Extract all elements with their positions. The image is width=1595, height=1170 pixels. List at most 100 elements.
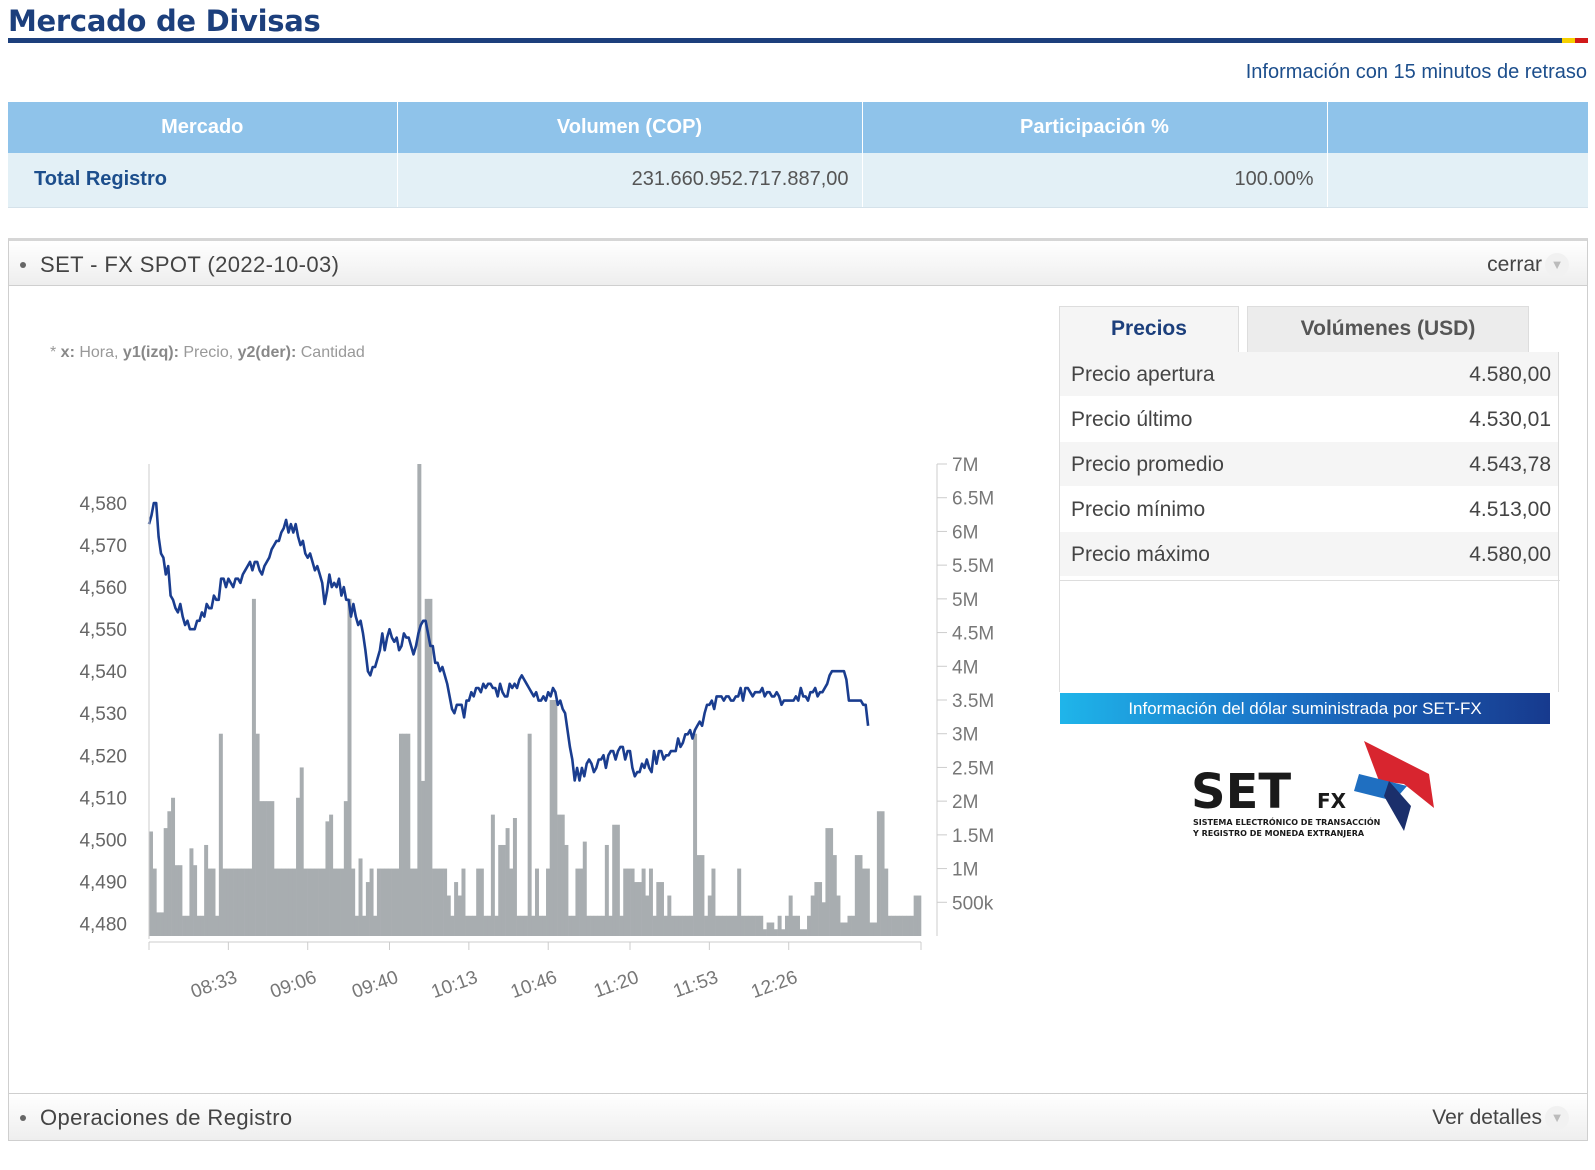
x-tick-label: 10:13	[429, 967, 481, 1003]
volume-bar	[512, 818, 517, 936]
volume-bar	[898, 915, 903, 936]
volume-bar	[387, 868, 392, 936]
price-value: 4.580,00	[1469, 543, 1551, 566]
volume-bar	[329, 814, 334, 936]
volume-bar	[527, 733, 532, 936]
volume-bar	[604, 844, 609, 936]
volume-bar	[568, 915, 573, 936]
chevron-down-icon[interactable]: ▼	[1545, 253, 1569, 277]
volume-bar	[465, 915, 470, 936]
tab-precios[interactable]: Precios	[1059, 306, 1239, 352]
volume-bar	[836, 895, 841, 936]
volume-bar	[880, 811, 885, 936]
logo-arrow-navy	[1384, 781, 1411, 831]
logo-line1: SISTEMA ELECTRÓNICO DE TRANSACCIÓN	[1193, 816, 1380, 827]
volume-bar	[509, 868, 514, 936]
volume-bar	[601, 915, 606, 936]
volume-bar	[288, 868, 293, 936]
y2-tick-label: 5M	[952, 590, 978, 611]
volume-bar	[821, 902, 826, 936]
volume-bar	[792, 915, 797, 936]
volume-bar	[803, 929, 808, 936]
price-value: 4.580,00	[1469, 363, 1551, 386]
y1-tick-label: 4,580	[79, 494, 127, 515]
logo-main: SET	[1191, 764, 1291, 820]
volume-bar	[163, 828, 168, 936]
x-tick-label: 09:40	[349, 967, 401, 1003]
volume-bar	[869, 922, 874, 936]
price-label: Precio máximo	[1071, 543, 1210, 566]
ver-detalles-button[interactable]: Ver detalles	[1432, 1106, 1542, 1129]
x-tick-label: 12:26	[749, 967, 801, 1003]
volume-bar	[557, 814, 562, 936]
volume-bar	[417, 464, 422, 936]
volume-bar	[248, 868, 253, 936]
volume-bar	[277, 868, 282, 936]
volume-bar	[398, 733, 403, 936]
y1-tick-label: 4,510	[79, 788, 127, 809]
cell-empty	[1327, 153, 1588, 208]
volume-bar	[751, 915, 756, 936]
volume-bar	[671, 915, 675, 936]
registro-panel-header[interactable]: Operaciones de Registro Ver detalles ▼	[8, 1093, 1588, 1141]
volume-bar	[204, 844, 209, 936]
y1-tick-label: 4,500	[79, 830, 127, 851]
volume-bar	[590, 915, 595, 936]
volume-bar	[623, 868, 628, 936]
volume-bar	[799, 929, 804, 936]
volume-bar	[259, 801, 264, 936]
volume-bar	[410, 868, 414, 936]
col-mercado-header: Mercado	[8, 102, 398, 153]
volume-bar	[207, 868, 212, 936]
volume-bar	[483, 915, 488, 936]
close-panel-button[interactable]: cerrar	[1487, 253, 1542, 276]
volume-bar	[244, 868, 249, 936]
volume-bar	[428, 598, 433, 936]
volume-bar	[829, 828, 834, 936]
volume-bar	[523, 915, 528, 936]
volume-bar	[641, 868, 646, 936]
volume-bar	[262, 801, 267, 936]
setfx-logo: SET FX SISTEMA ELECTRÓNICO DE TRANSACCIÓ…	[1191, 741, 1434, 838]
x-tick-label: 10:46	[508, 967, 560, 1003]
volume-bar	[832, 855, 837, 936]
volume-bar	[535, 868, 539, 936]
volume-bar	[376, 868, 381, 936]
volume-bar	[608, 915, 613, 936]
y2-tick-label: 4M	[952, 657, 978, 678]
volume-bar	[373, 915, 378, 936]
tab-volumenes[interactable]: Volúmenes (USD)	[1247, 306, 1529, 352]
volume-bar	[222, 868, 227, 936]
volume-bar	[659, 882, 664, 936]
chart-axes: 4,480 4,490 4,500 4,510 4,520 4,530 4,540 4,550…	[79, 455, 994, 1003]
volume-bar	[498, 844, 503, 936]
volume-bar	[895, 915, 900, 936]
volume-bar	[847, 915, 852, 936]
volume-bar	[446, 895, 451, 936]
volume-bar	[454, 882, 459, 936]
price-row-ultimo: Precio último 4.530,01	[1060, 397, 1558, 442]
volume-bar	[718, 915, 723, 936]
volume-bar	[229, 868, 234, 936]
spot-panel-header[interactable]: SET - FX SPOT (2022-10-03) cerrar ▼	[8, 238, 1588, 286]
volume-bar	[612, 824, 617, 936]
volume-bar	[255, 733, 260, 936]
volume-bar	[490, 814, 495, 936]
volume-bar	[435, 868, 440, 936]
volume-bar	[395, 868, 400, 936]
volume-bar	[174, 865, 179, 936]
volume-bar	[788, 895, 793, 936]
price-value: 4.513,00	[1469, 498, 1551, 521]
x-tick-label: 08:33	[188, 967, 240, 1003]
volume-bar	[501, 844, 506, 936]
volume-bar	[273, 868, 278, 936]
volume-bar	[200, 915, 205, 936]
price-label: Precio apertura	[1071, 363, 1215, 386]
axis-note-x-key: x:	[60, 344, 75, 361]
volume-bar	[586, 915, 591, 936]
volume-bar	[733, 915, 738, 936]
volume-bar	[876, 811, 881, 936]
volume-bar	[336, 868, 341, 936]
chevron-down-icon[interactable]: ▼	[1545, 1106, 1569, 1130]
price-value: 4.543,78	[1469, 453, 1551, 476]
